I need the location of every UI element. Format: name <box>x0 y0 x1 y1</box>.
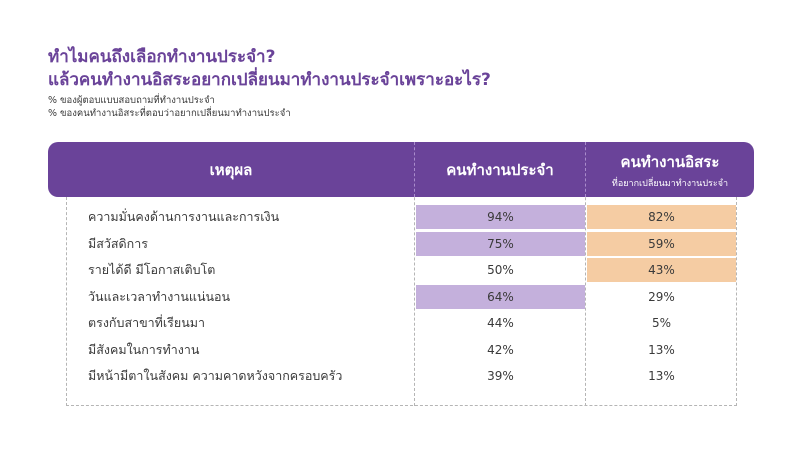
frame-right-line <box>736 197 737 406</box>
freelance-value-cell: 13% <box>648 369 675 383</box>
header-divider-2 <box>585 142 586 197</box>
reason-cell: มีสวัสดิการ <box>88 235 148 251</box>
header-freelance-sublabel: ที่อยากเปลี่ยนมาทำงานประจำ <box>611 178 729 189</box>
table-row: รายได้ดี มีโอกาสเติบโต 50% 43% <box>48 258 754 282</box>
reason-cell: มีสังคมในการทำงาน <box>88 341 200 357</box>
reason-cell: วันและเวลาทำงานแน่นอน <box>88 288 231 304</box>
title-line-2: แล้วคนทำงานอิสระอยากเปลี่ยนมาทำงานประจำเ… <box>48 70 491 90</box>
header-reason: เหตุผล <box>48 142 414 197</box>
notes: % ของผู้ตอบแบบสอบถามที่ทำงานประจำ % ของค… <box>48 94 291 120</box>
table-row: มีหน้ามีตาในสังคม ความคาดหวังจากครอบครัว… <box>48 364 754 388</box>
comparison-table: เหตุผล คนทำงานประจำ คนทำงานอิสระ ที่อยาก… <box>48 142 754 406</box>
reason-cell: รายได้ดี มีโอกาสเติบโต <box>88 262 216 277</box>
freelance-value-cell: 5% <box>651 316 672 330</box>
freelance-value-cell: 29% <box>648 289 675 304</box>
fulltime-value-cell: 44% <box>487 316 514 330</box>
table-row: ความมั่นคงด้านการงานและการเงิน 94% 82% <box>48 205 754 229</box>
reason-cell: มีหน้ามีตาในสังคม ความคาดหวังจากครอบครัว <box>88 368 343 383</box>
table-row: มีสังคมในการทำงาน 42% 13% <box>48 338 754 362</box>
note-1: % ของผู้ตอบแบบสอบถามที่ทำงานประจำ <box>48 95 215 106</box>
table-row: ตรงกับสาขาที่เรียนมา 44% 5% <box>48 311 754 335</box>
fulltime-value-cell: 75% <box>416 231 585 256</box>
freelance-value-cell: 59% <box>587 231 736 256</box>
column-divider-2 <box>585 142 586 406</box>
header-reason-label: เหตุผล <box>209 160 253 179</box>
freelance-value-cell: 82% <box>587 205 736 229</box>
header-divider-1 <box>414 142 415 197</box>
chart-title: ทำไมคนถึงเลือกทำงานประจำ? แล้วคนทำงานอิส… <box>48 46 491 92</box>
frame-left-line <box>66 197 67 406</box>
header-fulltime-label: คนทำงานประจำ <box>446 160 554 179</box>
table-header: เหตุผล คนทำงานประจำ คนทำงานอิสระ ที่อยาก… <box>48 142 754 197</box>
freelance-value-cell: 43% <box>587 258 736 282</box>
freelance-value-cell: 13% <box>648 342 675 357</box>
header-freelance-label: คนทำงานอิสระ <box>620 152 720 171</box>
reason-cell: ตรงกับสาขาที่เรียนมา <box>88 315 206 330</box>
fulltime-value-cell: 64% <box>416 284 585 309</box>
note-2: % ของคนทำงานอิสระที่ตอบว่าอยากเปลี่ยนมาท… <box>48 108 291 119</box>
header-fulltime: คนทำงานประจำ <box>415 142 585 197</box>
reason-cell: ความมั่นคงด้านการงานและการเงิน <box>88 209 280 224</box>
title-line-1: ทำไมคนถึงเลือกทำงานประจำ? <box>48 47 276 67</box>
table-row: วันและเวลาทำงานแน่นอน 64% 29% <box>48 284 754 309</box>
header-freelance: คนทำงานอิสระ ที่อยากเปลี่ยนมาทำงานประจำ <box>586 142 754 197</box>
fulltime-value-cell: 42% <box>487 342 514 357</box>
fulltime-value-cell: 39% <box>487 369 514 383</box>
fulltime-value-cell: 94% <box>416 205 585 229</box>
frame-bottom-line <box>66 405 737 406</box>
fulltime-value-cell: 50% <box>487 263 514 277</box>
table-row: มีสวัสดิการ 75% 59% <box>48 231 754 256</box>
column-divider-1 <box>414 142 415 406</box>
